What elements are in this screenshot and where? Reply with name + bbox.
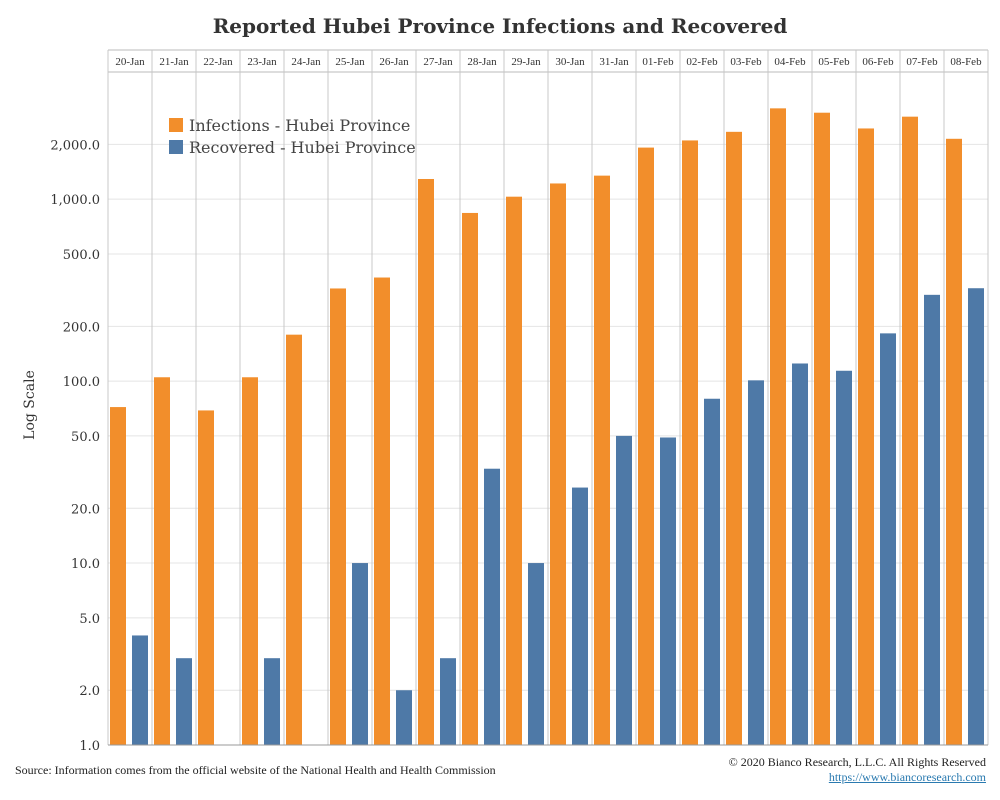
category-label-02-Feb: 02-Feb	[686, 56, 718, 68]
bar-infections-31-Jan	[594, 175, 610, 746]
bar-recovered-29-Jan	[528, 563, 544, 745]
bar-infections-29-Jan	[506, 196, 522, 745]
bar-recovered-27-Jan	[440, 658, 456, 745]
bar-recovered-08-Feb	[968, 288, 984, 745]
copyright-block: © 2020 Bianco Research, L.L.C. All Right…	[729, 755, 986, 785]
legend-swatch-0	[169, 118, 183, 132]
category-label-05-Feb: 05-Feb	[818, 56, 850, 68]
ytick-label: 500.0	[63, 248, 100, 263]
bar-recovered-28-Jan	[484, 468, 500, 745]
bar-infections-06-Feb	[858, 128, 874, 746]
bar-infections-22-Jan	[198, 410, 214, 745]
bar-recovered-02-Feb	[704, 398, 720, 745]
category-label-04-Feb: 04-Feb	[774, 56, 806, 68]
bar-infections-26-Jan	[374, 277, 390, 745]
category-label-28-Jan: 28-Jan	[467, 56, 497, 68]
bar-infections-21-Jan	[154, 377, 170, 745]
category-label-23-Jan: 23-Jan	[247, 56, 277, 68]
ytick-label: 1,000.0	[50, 193, 100, 208]
category-label-20-Jan: 20-Jan	[115, 56, 145, 68]
category-label-07-Feb: 07-Feb	[906, 56, 938, 68]
bar-infections-01-Feb	[638, 147, 654, 746]
chart-title: Reported Hubei Province Infections and R…	[212, 14, 788, 38]
ytick-label: 50.0	[71, 430, 100, 445]
category-label-27-Jan: 27-Jan	[423, 56, 453, 68]
category-label-31-Jan: 31-Jan	[599, 56, 629, 68]
ytick-label: 10.0	[71, 557, 100, 572]
bar-infections-05-Feb	[814, 112, 830, 746]
bar-infections-24-Jan	[286, 334, 302, 745]
bar-infections-07-Feb	[902, 116, 918, 745]
bar-recovered-04-Feb	[792, 363, 808, 745]
category-label-25-Jan: 25-Jan	[335, 56, 365, 68]
bar-recovered-21-Jan	[176, 658, 192, 745]
category-label-08-Feb: 08-Feb	[950, 56, 982, 68]
source-note: Source: Information comes from the offic…	[15, 763, 496, 777]
y-axis-label: Log Scale	[22, 370, 38, 440]
category-label-30-Jan: 30-Jan	[555, 56, 585, 68]
ytick-label: 2,000.0	[50, 138, 100, 153]
bar-infections-20-Jan	[110, 407, 126, 745]
bar-infections-03-Feb	[726, 131, 742, 746]
bar-infections-08-Feb	[946, 138, 962, 745]
bar-recovered-23-Jan	[264, 658, 280, 745]
ytick-label: 20.0	[71, 502, 100, 517]
category-label-26-Jan: 26-Jan	[379, 56, 409, 68]
category-label-21-Jan: 21-Jan	[159, 56, 189, 68]
website-link[interactable]: https://www.biancoresearch.com	[828, 770, 986, 784]
bar-infections-28-Jan	[462, 212, 478, 745]
bar-infections-02-Feb	[682, 140, 698, 745]
category-label-24-Jan: 24-Jan	[291, 56, 321, 68]
ytick-label: 5.0	[79, 612, 100, 627]
ytick-label: 1.0	[79, 739, 100, 754]
bar-infections-30-Jan	[550, 183, 566, 746]
category-label-29-Jan: 29-Jan	[511, 56, 541, 68]
bar-infections-04-Feb	[770, 108, 786, 745]
bar-recovered-01-Feb	[660, 437, 676, 745]
bar-recovered-03-Feb	[748, 380, 764, 745]
bar-infections-25-Jan	[330, 288, 346, 745]
category-label-22-Jan: 22-Jan	[203, 56, 233, 68]
category-label-03-Feb: 03-Feb	[730, 56, 762, 68]
legend-label-0: Infections - Hubei Province	[189, 116, 410, 135]
bar-recovered-26-Jan	[396, 690, 412, 745]
ytick-label: 100.0	[63, 375, 100, 390]
bar-infections-27-Jan	[418, 178, 434, 745]
legend-swatch-1	[169, 140, 183, 154]
category-label-06-Feb: 06-Feb	[862, 56, 894, 68]
ytick-label: 200.0	[63, 320, 100, 335]
bar-recovered-25-Jan	[352, 563, 368, 745]
bar-recovered-31-Jan	[616, 435, 632, 745]
bar-recovered-06-Feb	[880, 333, 896, 745]
bar-recovered-05-Feb	[836, 370, 852, 745]
bar-recovered-30-Jan	[572, 487, 588, 745]
bar-recovered-07-Feb	[924, 294, 940, 745]
bar-recovered-20-Jan	[132, 635, 148, 745]
legend-label-1: Recovered - Hubei Province	[189, 138, 416, 157]
copyright-text: © 2020 Bianco Research, L.L.C. All Right…	[728, 755, 986, 769]
bar-infections-23-Jan	[242, 377, 258, 745]
ytick-label: 2.0	[79, 684, 100, 699]
category-label-01-Feb: 01-Feb	[642, 56, 674, 68]
